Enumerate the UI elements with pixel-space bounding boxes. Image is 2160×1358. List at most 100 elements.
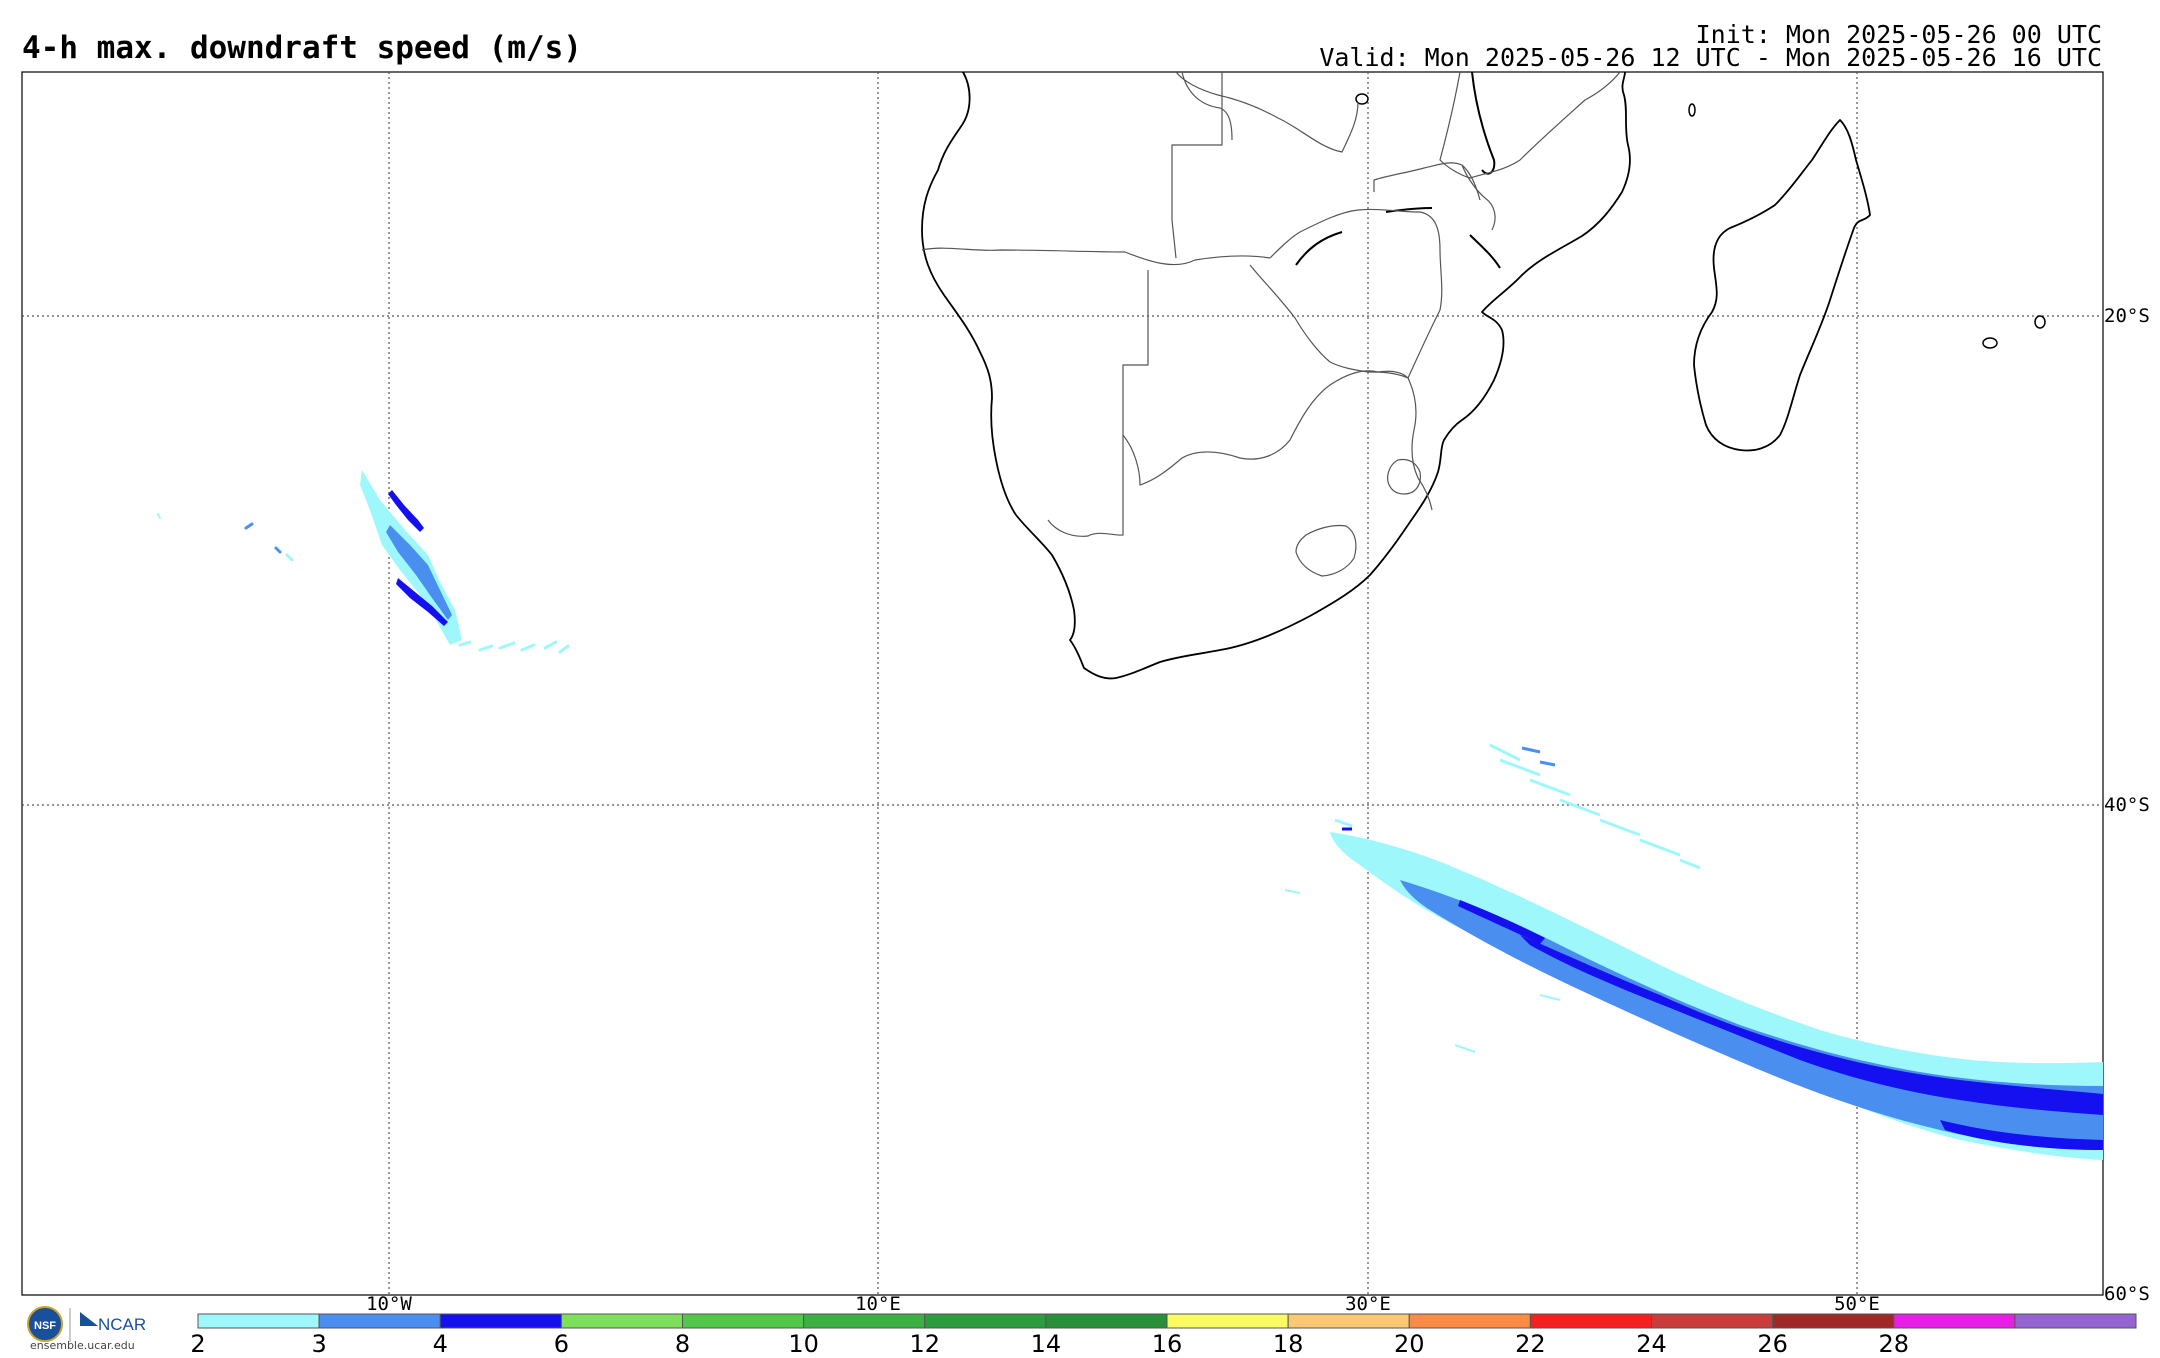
atlantic-streak-5	[543, 640, 558, 650]
logo-block: NSF NCAR	[27, 1306, 146, 1342]
colorbar-swatch	[924, 1313, 1047, 1329]
colorbar-tick-label: 20	[1393, 1330, 1425, 1358]
front-band-dark-lower	[1940, 1120, 2103, 1150]
colorbar-tick-label: 8	[674, 1330, 691, 1358]
front-streak-4	[1559, 798, 1601, 817]
map-title: 4-h max. downdraft speed (m/s)	[22, 30, 582, 66]
border-angola-namibia	[921, 247, 1271, 266]
lake-cahora-bassa	[1385, 207, 1433, 213]
colorbar-swatch	[1772, 1313, 1895, 1329]
logo-url: ensemble.ucar.edu	[30, 1339, 135, 1352]
lon-label-30e: 30°E	[1345, 1293, 1391, 1315]
colorbar-swatch	[318, 1313, 441, 1329]
front-streak-12	[1539, 994, 1561, 1001]
nsf-logo-text: NSF	[34, 1320, 56, 1332]
front-streak-13	[1454, 1044, 1476, 1053]
atlantic-speck-3	[285, 553, 294, 562]
front-streak-11	[1284, 889, 1301, 894]
lon-label-50e: 50°E	[1834, 1293, 1880, 1315]
border-botswana-sa	[1122, 370, 1409, 486]
front-band-dark-mid	[1458, 900, 1545, 944]
mozambique-inlet	[1469, 234, 1501, 269]
madagascar-coastline	[1693, 119, 1871, 452]
colorbar-tick-label: 28	[1878, 1330, 1910, 1358]
colorbar-tick-label: 4	[432, 1330, 448, 1358]
border-eswatini	[1387, 458, 1421, 495]
colorbar-tick-label: 18	[1272, 1330, 1304, 1358]
island-comoros	[1688, 103, 1696, 117]
front-streak-9	[1539, 760, 1556, 767]
colorbar-swatch	[197, 1313, 320, 1329]
downdraft-atlantic	[157, 470, 570, 654]
colorbar-tick-label: 3	[311, 1330, 327, 1358]
atlantic-speck-2	[274, 546, 282, 554]
lat-label-20s: 20°S	[2104, 305, 2150, 327]
colorbar-swatch	[1287, 1313, 1410, 1329]
colorbar-swatch	[1166, 1313, 1289, 1329]
border-zambia-malawi	[1373, 162, 1481, 201]
atlantic-band-dark2	[388, 490, 424, 532]
colorbar-tick-label: 22	[1515, 1330, 1546, 1358]
atlantic-band-dark	[396, 578, 448, 626]
ncar-logo-text: NCAR	[98, 1315, 146, 1334]
gridlines	[22, 72, 2103, 1295]
border-botswana-zimbabwe	[1249, 264, 1369, 373]
colorbar-tick-label: 16	[1151, 1330, 1183, 1358]
lon-label-10w: 10°W	[366, 1293, 412, 1315]
atlantic-speck-1	[244, 522, 254, 530]
colorbar-swatch	[1893, 1313, 2016, 1329]
border-angola-zambia	[1171, 72, 1223, 259]
border-drc-angola	[1181, 71, 1233, 141]
front-streak-8	[1521, 746, 1541, 754]
colorbar-swatch	[1529, 1313, 1652, 1329]
front-streak-10	[1334, 818, 1353, 828]
valid-time: Valid: Mon 2025-05-26 12 UTC - Mon 2025-…	[1319, 43, 2102, 72]
colorbar-swatch	[1651, 1313, 1774, 1329]
front-streak-1	[1489, 743, 1521, 762]
nsf-logo-icon	[27, 1306, 63, 1342]
colorbar-tick-label: 6	[553, 1330, 570, 1358]
colorbar-tick-label: 10	[788, 1330, 819, 1358]
atlantic-speck-4	[157, 513, 161, 519]
front-streak-5	[1599, 818, 1641, 837]
border-zimbabwe-mozambique	[1367, 211, 1443, 379]
atlantic-streak-3	[498, 641, 516, 650]
colorbar-tick-label: 2	[190, 1330, 206, 1358]
front-streak-2	[1499, 758, 1541, 777]
colorbar-swatch	[682, 1313, 805, 1329]
downdraft-indian-ocean	[1284, 743, 2103, 1160]
border-mozambique-malawi	[1461, 164, 1496, 231]
colorbar	[197, 1313, 2137, 1329]
border-tanzania	[1439, 71, 1621, 179]
atlantic-streak-6	[558, 644, 570, 654]
lon-label-10e: 10°E	[855, 1293, 901, 1315]
colorbar-tick-label: 14	[1030, 1330, 1062, 1358]
front-streak-7	[1679, 858, 1701, 870]
border-zambia-drc	[1175, 71, 1359, 153]
border-lesotho	[1295, 524, 1357, 577]
country-borders	[921, 71, 1621, 577]
init-time: Init: Mon 2025-05-26 00 UTC	[1695, 20, 2102, 49]
colorbar-swatch	[803, 1313, 926, 1329]
front-band-dark	[1520, 935, 2103, 1115]
colorbar-swatch	[2014, 1313, 2137, 1329]
africa-coastline	[921, 71, 1631, 680]
island-mauritius	[1982, 337, 1998, 349]
front-streak-3	[1529, 778, 1571, 797]
lake-kariba	[1295, 231, 1343, 266]
colorbar-tick-label: 24	[1636, 1330, 1667, 1358]
border-namibia-botswana	[1047, 270, 1149, 537]
island-reunion	[2034, 315, 2046, 329]
lat-label-40s: 40°S	[2104, 794, 2150, 816]
colorbar-swatch	[1045, 1313, 1168, 1329]
colorbar-tick-label: 12	[909, 1330, 941, 1358]
lake-victoria-edge	[1355, 93, 1369, 105]
colorbar-swatch	[439, 1313, 562, 1329]
colorbar-swatch	[1408, 1313, 1531, 1329]
border-zambia-zimbabwe	[1269, 208, 1421, 259]
atlantic-band-mid	[386, 525, 452, 620]
colorbar-tick-label: 26	[1757, 1330, 1788, 1358]
lat-label-60s: 60°S	[2104, 1283, 2150, 1305]
atlantic-streak-1	[458, 640, 472, 647]
atlantic-streak-2	[478, 644, 494, 652]
